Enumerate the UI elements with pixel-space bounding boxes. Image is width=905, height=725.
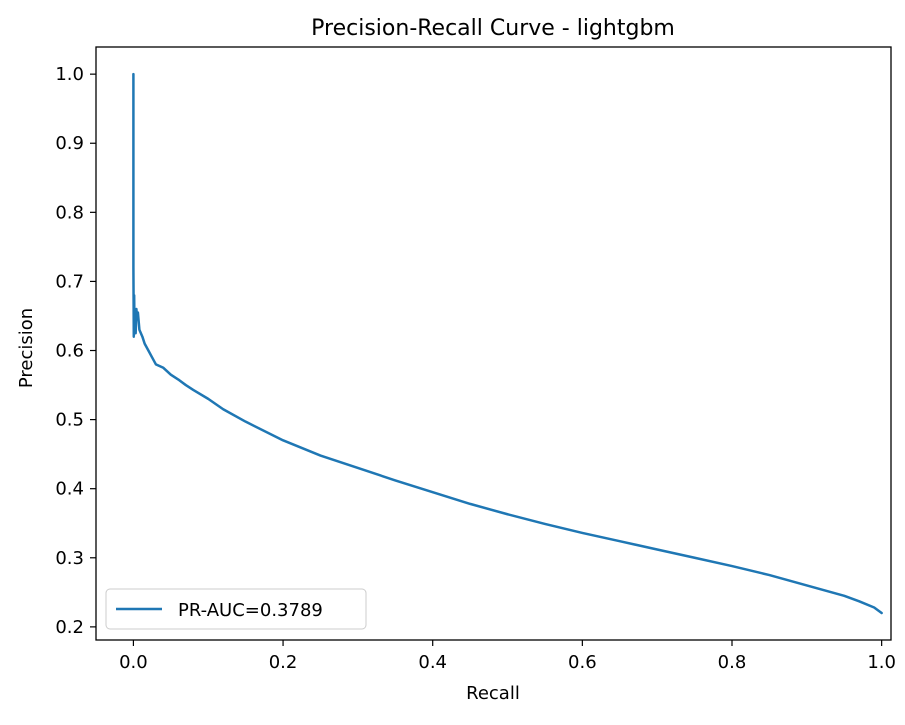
x-tick-label: 0.8 bbox=[718, 652, 747, 673]
y-axis-label: Precision bbox=[16, 308, 37, 388]
legend: PR-AUC=0.3789 bbox=[105, 588, 367, 630]
y-tick-label: 0.2 bbox=[55, 617, 84, 638]
series-line-0 bbox=[132, 72, 883, 615]
y-tick-label: 0.3 bbox=[55, 548, 84, 569]
x-tick-label: 0.4 bbox=[418, 652, 447, 673]
y-axis: 0.2 0.3 0.4 0.5 0.6 0.7 0.8 0.9 1.0 bbox=[55, 64, 96, 638]
y-tick-label: 0.6 bbox=[55, 341, 84, 362]
x-tick-label: 1.0 bbox=[867, 652, 896, 673]
chart-title: Precision-Recall Curve - lightgbm bbox=[311, 16, 675, 41]
plot-area bbox=[132, 72, 883, 615]
axes-frame bbox=[95, 46, 892, 641]
y-tick-label: 0.5 bbox=[55, 410, 84, 431]
legend-series-label: PR-AUC=0.3789 bbox=[178, 600, 323, 621]
y-tick-label: 0.4 bbox=[55, 479, 84, 500]
x-axis: 0.0 0.2 0.4 0.6 0.8 1.0 bbox=[119, 640, 896, 673]
x-tick-label: 0.2 bbox=[269, 652, 298, 673]
y-tick-label: 0.7 bbox=[55, 271, 84, 292]
y-tick-label: 0.9 bbox=[55, 133, 84, 154]
x-tick-label: 0.6 bbox=[568, 652, 597, 673]
x-tick-label: 0.0 bbox=[119, 652, 148, 673]
y-tick-label: 0.8 bbox=[55, 202, 84, 223]
legend-box bbox=[105, 588, 367, 630]
y-tick-label: 1.0 bbox=[55, 64, 84, 85]
x-axis-label: Recall bbox=[466, 683, 520, 704]
